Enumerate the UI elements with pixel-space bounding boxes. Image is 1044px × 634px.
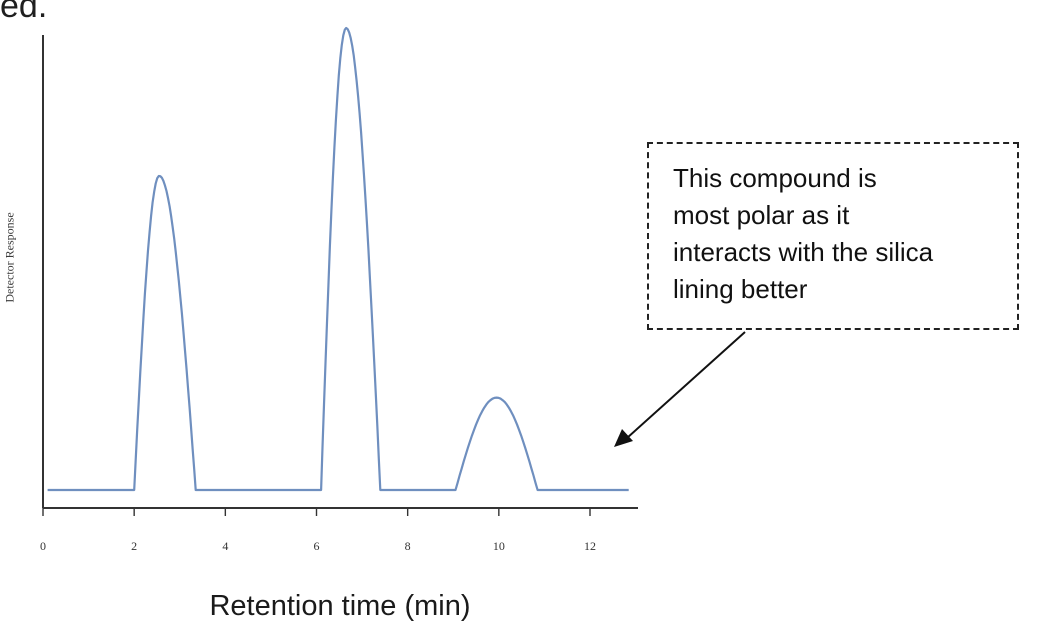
x-tick-label: 0 bbox=[40, 539, 46, 553]
x-axis-label: Retention time (min) bbox=[209, 590, 471, 622]
series-line bbox=[47, 26, 629, 492]
x-axis-ticks: 0 2 4 6 8 10 12 bbox=[40, 508, 596, 553]
annotation-arrow bbox=[614, 331, 746, 447]
annotation-text: This compound is most polar as it intera… bbox=[673, 160, 1003, 308]
x-tick-label: 8 bbox=[405, 539, 411, 553]
x-tick-label: 10 bbox=[493, 539, 505, 553]
annotation-line: This compound is bbox=[673, 163, 877, 193]
annotation-line: interacts with the silica bbox=[673, 237, 934, 267]
chart-axes bbox=[42, 35, 638, 509]
annotation-arrow-head bbox=[614, 429, 633, 447]
y-axis-label: Detector Response bbox=[2, 212, 17, 303]
cut-off-text: ed. bbox=[0, 0, 48, 25]
annotation-arrow-line bbox=[626, 331, 746, 439]
annotation-box: This compound is most polar as it intera… bbox=[647, 142, 1019, 330]
annotation-line: most polar as it bbox=[673, 200, 850, 230]
series-layer bbox=[47, 26, 629, 492]
x-tick-label: 12 bbox=[584, 539, 596, 553]
x-tick-label: 2 bbox=[131, 539, 137, 553]
annotation-line: lining better bbox=[673, 274, 808, 304]
x-tick-label: 4 bbox=[222, 539, 228, 553]
x-tick-label: 6 bbox=[314, 539, 320, 553]
